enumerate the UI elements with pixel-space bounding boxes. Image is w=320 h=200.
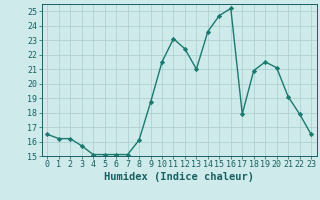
- X-axis label: Humidex (Indice chaleur): Humidex (Indice chaleur): [104, 172, 254, 182]
